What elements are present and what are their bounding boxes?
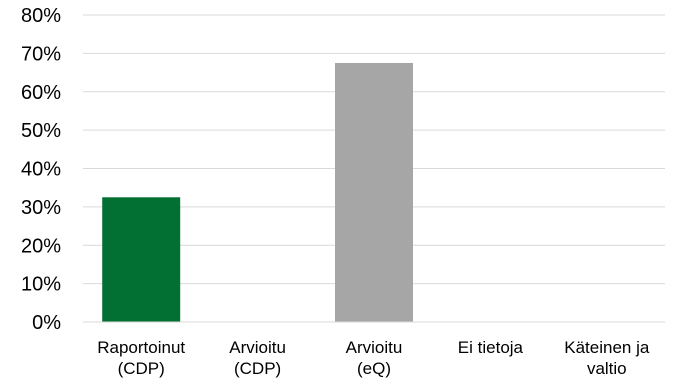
y-tick-label: 20% bbox=[21, 235, 61, 257]
x-tick-labels: Raportoinut (CDP) Arvioitu (CDP) Arvioitu (eQ… bbox=[97, 338, 650, 378]
x-tick-label-line: (eQ) bbox=[357, 359, 391, 378]
x-tick-label-line: Ei tietoja bbox=[458, 338, 524, 357]
x-tick-label-line: Raportoinut bbox=[97, 338, 185, 357]
y-tick-label: 10% bbox=[21, 274, 61, 296]
x-tick-label: Arvioitu (CDP) bbox=[229, 338, 286, 378]
y-tick-labels: 0% 10% 20% 30% 40% 50% 60% 70% 80% bbox=[21, 5, 61, 334]
y-tick-label: 80% bbox=[21, 5, 61, 27]
x-tick-label-line: (CDP) bbox=[118, 359, 165, 378]
y-tick-label: 50% bbox=[21, 120, 61, 142]
x-tick-label-line: valtio bbox=[587, 359, 627, 378]
x-tick-label: Arvioitu (eQ) bbox=[346, 338, 403, 378]
x-tick-label: Käteinen ja valtio bbox=[564, 338, 650, 378]
y-tick-label: 30% bbox=[21, 197, 61, 219]
bars bbox=[102, 62, 413, 322]
x-tick-label-line: Arvioitu bbox=[229, 338, 286, 357]
y-tick-label: 40% bbox=[21, 159, 61, 181]
x-tick-label-line: Arvioitu bbox=[346, 338, 403, 357]
bar bbox=[335, 62, 413, 322]
bar bbox=[102, 197, 181, 322]
y-tick-label: 70% bbox=[21, 43, 61, 65]
x-tick-label: Ei tietoja bbox=[458, 338, 524, 357]
x-tick-label: Raportoinut (CDP) bbox=[97, 338, 185, 378]
x-tick-label-line: Käteinen ja bbox=[564, 338, 650, 357]
x-tick-label-line: (CDP) bbox=[234, 359, 281, 378]
y-tick-label: 0% bbox=[32, 312, 61, 334]
y-tick-label: 60% bbox=[21, 82, 61, 104]
